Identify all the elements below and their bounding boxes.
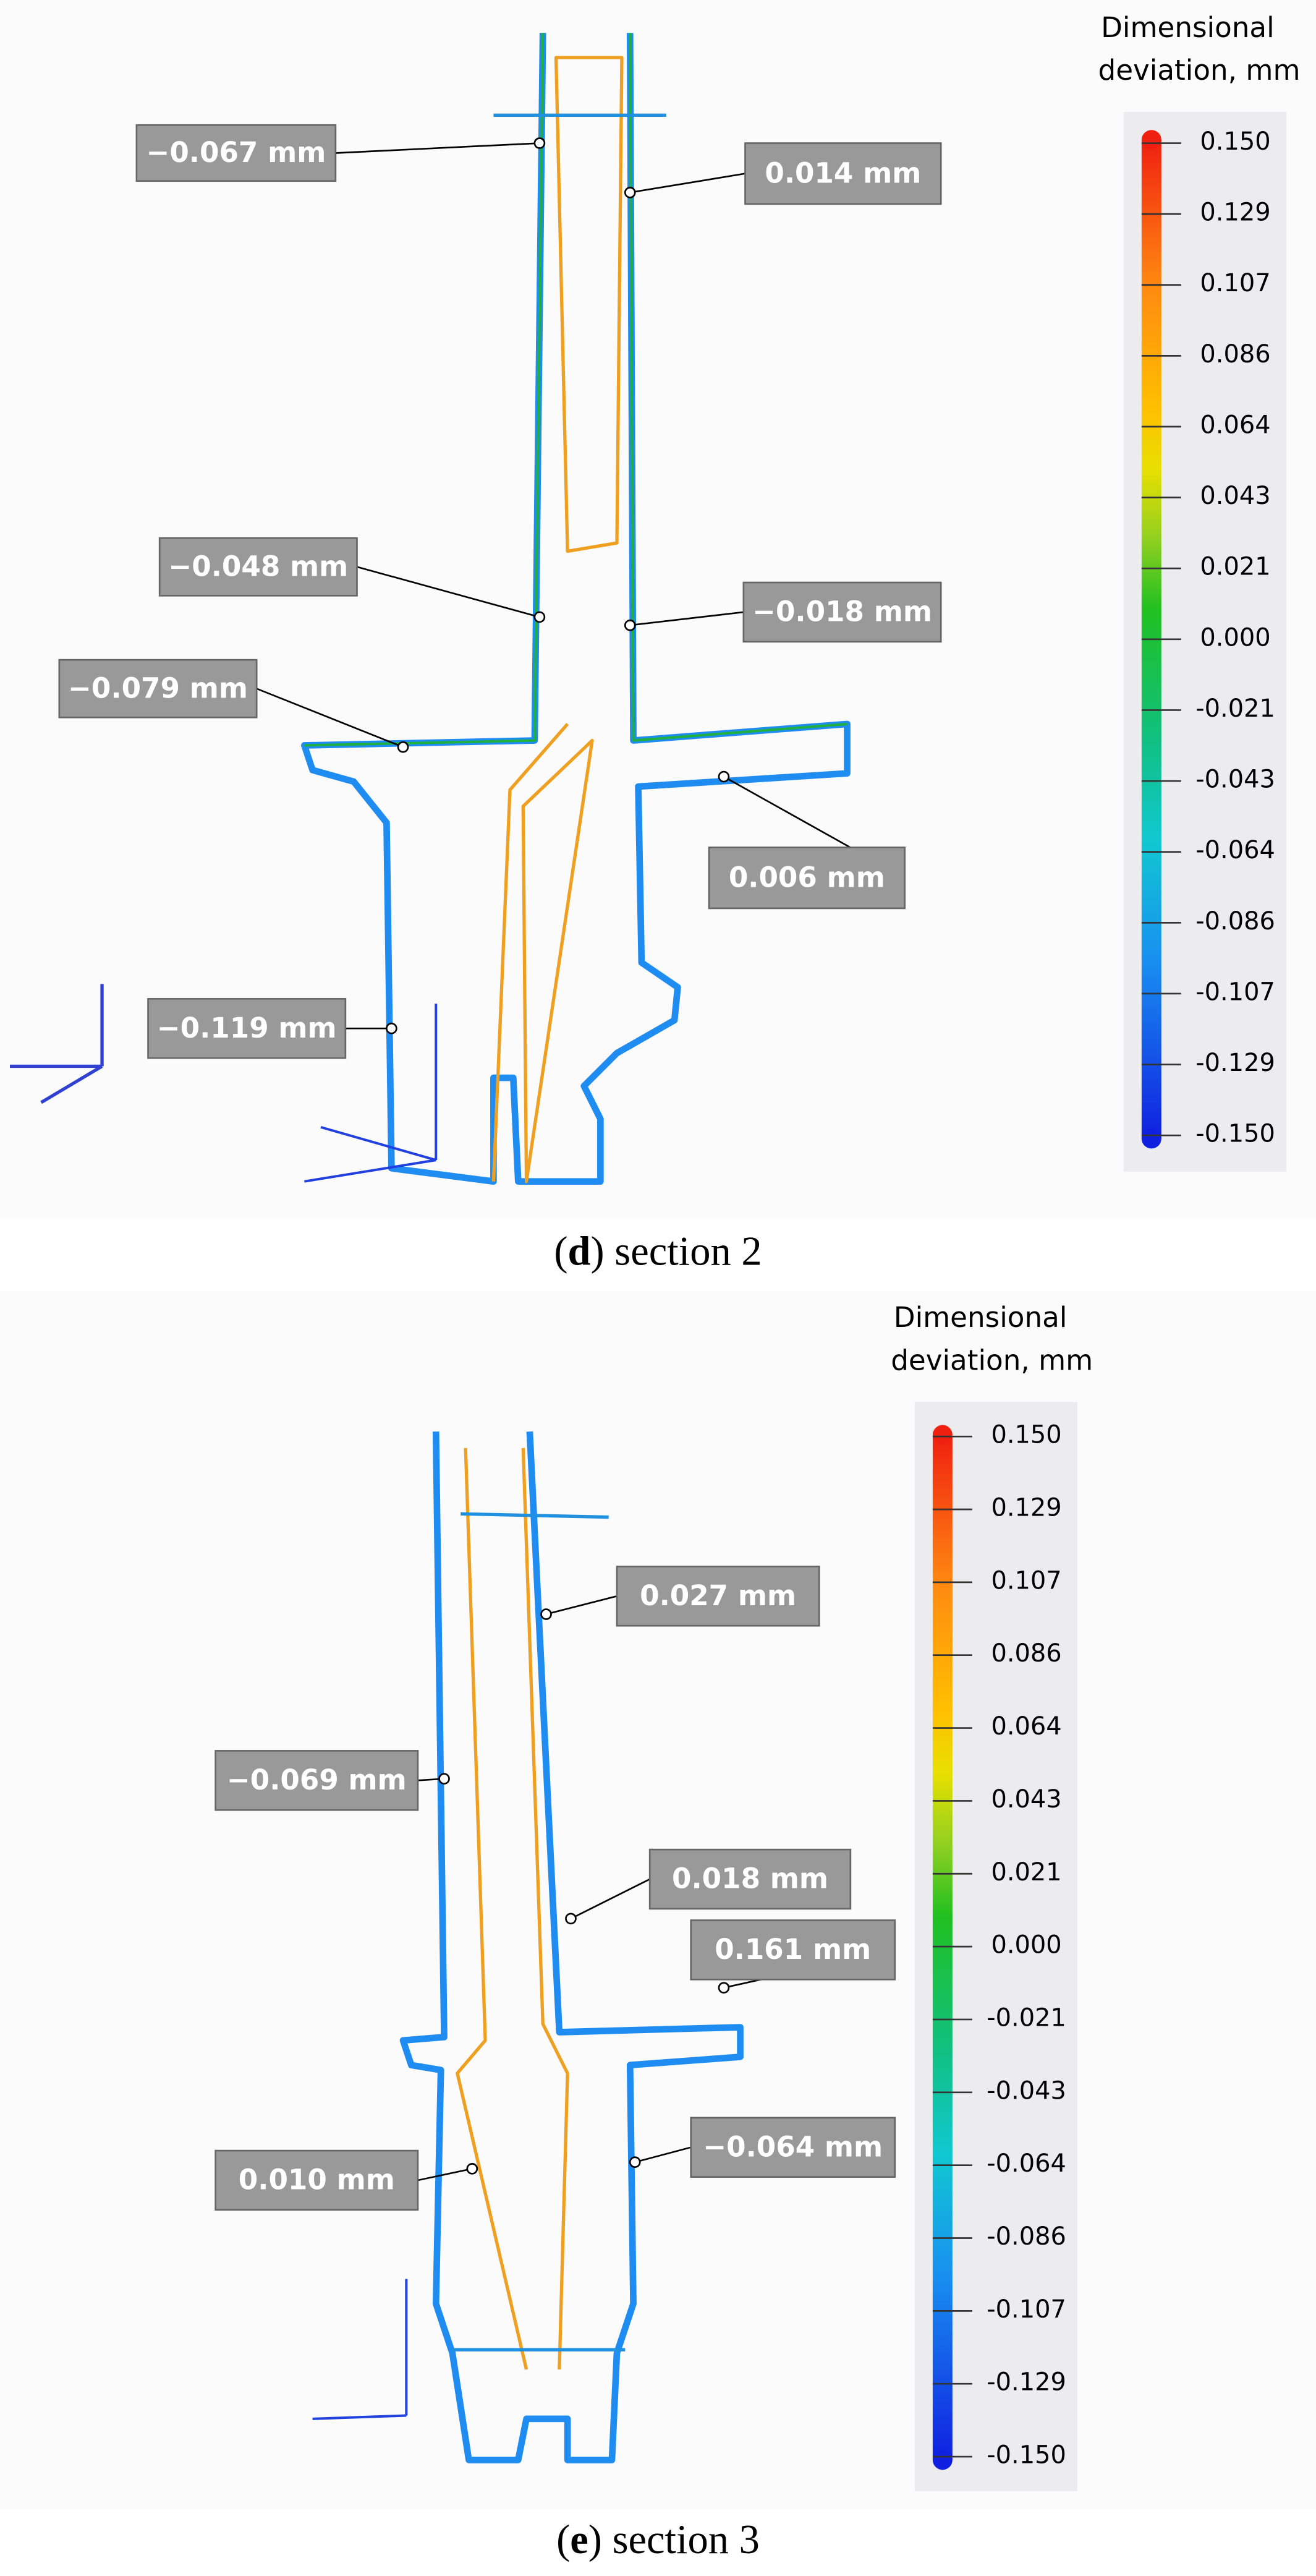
legend-label: 0.086 [1200,340,1270,369]
legend-label: -0.150 [987,2441,1066,2470]
annotation-box [214,1750,419,1811]
leader-point [718,770,730,783]
leader-point [466,2163,478,2175]
caption-part: ( [554,1229,567,1274]
annotation-box [690,2117,896,2178]
annotation-label: 0.018 mm [672,1862,828,1895]
leader-point [629,2156,641,2169]
annotation-box [58,659,258,719]
legend-label: 0.086 [991,1639,1061,1668]
annotation-label: −0.048 mm [168,550,348,582]
leader-point [718,1982,730,1994]
legend-label: 0.129 [1200,198,1270,227]
annotation-box [135,124,337,182]
legend-label: 0.000 [991,1931,1061,1960]
color-bar-cap [1141,1128,1161,1149]
legend-label: -0.043 [1195,766,1275,794]
annotation-box [616,1566,820,1627]
leader-line [256,688,404,748]
leader-point [386,1022,397,1034]
legend-label: -0.129 [1195,1049,1275,1077]
part-outline [10,33,851,2463]
color-bar-cap [932,1425,953,1445]
leader-line [357,566,540,618]
caption: (d) section 2 [554,1229,762,1274]
leader-line [546,1595,618,1615]
annotation-box [147,997,347,1059]
annotation-label: −0.079 mm [68,672,248,704]
annotation-box [648,1848,852,1910]
legend-label: 0.150 [991,1421,1061,1449]
caption-part: e [570,2517,588,2562]
leader-point [540,1608,552,1620]
legend-label: -0.086 [987,2222,1066,2251]
legend-label: 0.150 [1200,127,1270,156]
color-bar-cap [1141,130,1161,150]
legend-label: -0.129 [987,2368,1066,2397]
annotation-box [214,2149,419,2211]
legend-label: -0.064 [987,2149,1066,2178]
legend-label: 0.064 [1200,411,1270,439]
legend-label: -0.043 [987,2076,1066,2105]
leader-point [624,619,636,631]
legend-label: -0.107 [1195,978,1275,1006]
leader-line [634,2146,692,2164]
legend-label: 0.021 [1200,553,1270,581]
color-bar-cap [932,2450,953,2470]
annotation-box [158,537,358,597]
annotation-label: 0.010 mm [239,2164,395,2196]
annotation-label: 0.006 mm [729,861,885,893]
legend-label: -0.107 [987,2295,1066,2324]
legend-label: 0.000 [1200,623,1270,652]
legend-label: 0.064 [991,1712,1061,1741]
annotation-label: 0.161 mm [715,1933,871,1966]
annotation-label: −0.067 mm [146,136,326,169]
leader-line [417,2168,473,2181]
legend-label: -0.064 [1195,836,1275,864]
annotation-box [742,581,942,643]
leader-point [533,137,546,149]
caption-part: ) section 2 [591,1229,762,1274]
legend-title: Dimensional [1101,11,1275,44]
legend-label: 0.107 [1200,269,1270,297]
caption: (e) section 3 [556,2517,760,2562]
annotation-label: −0.064 mm [703,2130,883,2163]
caption-part: ) section 3 [588,2517,760,2562]
legend-label: 0.021 [991,1858,1061,1887]
annotation-label: −0.119 mm [157,1012,337,1044]
annotation-label: 0.027 mm [640,1579,796,1612]
legend-label: 0.043 [1200,482,1270,510]
leader-point [438,1773,450,1785]
annotation-box [744,142,942,205]
leader-point [624,187,636,198]
leader-line [630,173,745,194]
annotation-box [690,1919,896,1981]
leader-point [565,1913,577,1925]
legend-label: 0.107 [991,1566,1061,1595]
legend-label: 0.129 [991,1494,1061,1522]
leader-line [335,142,540,154]
leader-point [533,611,546,623]
legend-label: -0.086 [1195,907,1275,936]
annotation-label: −0.069 mm [227,1764,407,1796]
legend-title: deviation, mm [1098,54,1300,87]
legend-title: deviation, mm [891,1344,1093,1376]
caption-part: d [568,1229,591,1274]
annotation-label: 0.014 mm [765,156,921,189]
leader-line [630,611,744,626]
legend-title: Dimensional [894,1301,1068,1334]
legend-label: -0.021 [987,2003,1066,2032]
caption-part: ( [556,2517,570,2562]
annotation-box [708,847,906,910]
legend-label: -0.150 [1195,1120,1275,1148]
annotation-label: −0.018 mm [752,595,932,628]
leader-point [397,741,409,753]
legend-label: -0.021 [1195,694,1275,723]
legend-label: 0.043 [991,1785,1061,1814]
leader-line [570,1878,650,1920]
